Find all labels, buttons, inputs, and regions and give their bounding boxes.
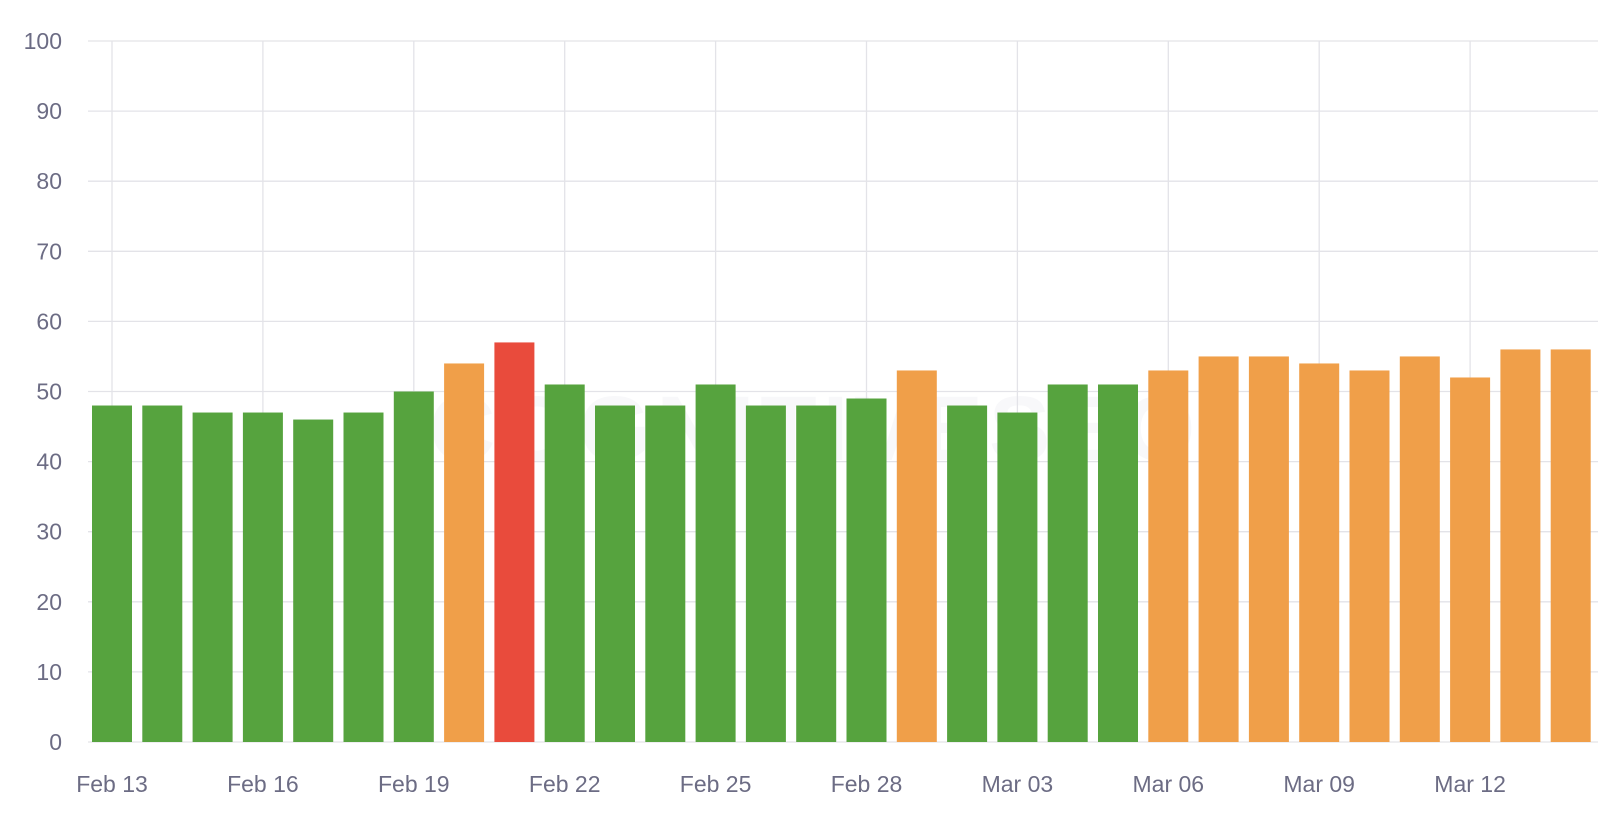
bar-feb-20[interactable] bbox=[444, 363, 485, 742]
bar-feb-15[interactable] bbox=[192, 412, 233, 742]
bar-mar-04[interactable] bbox=[1047, 384, 1088, 742]
y-tick-label: 60 bbox=[36, 308, 62, 334]
x-tick-label: Mar 06 bbox=[1133, 771, 1205, 797]
bar-mar-05[interactable] bbox=[1098, 384, 1138, 742]
x-tick-label: Feb 13 bbox=[76, 771, 148, 797]
y-tick-label: 90 bbox=[36, 98, 62, 124]
bar-feb-25[interactable] bbox=[695, 384, 736, 742]
bar-mar-12[interactable] bbox=[1450, 377, 1491, 742]
bar-feb-13[interactable] bbox=[92, 405, 132, 742]
bar-feb-24[interactable] bbox=[645, 405, 686, 742]
bar-feb-14[interactable] bbox=[142, 405, 183, 742]
bar-feb-26[interactable] bbox=[745, 405, 786, 742]
y-tick-label: 30 bbox=[36, 519, 62, 545]
bar-feb-27[interactable] bbox=[796, 405, 837, 742]
y-tick-label: 40 bbox=[36, 449, 62, 475]
y-axis: 0 10 20 30 40 50 60 70 80 90 100 bbox=[24, 28, 62, 755]
bar-mar-03[interactable] bbox=[997, 412, 1038, 742]
bar-mar-09[interactable] bbox=[1299, 363, 1340, 742]
bar-mar-14[interactable] bbox=[1550, 349, 1591, 742]
y-tick-label: 0 bbox=[49, 729, 62, 755]
bar-feb-21[interactable] bbox=[494, 342, 535, 742]
x-tick-label: Mar 03 bbox=[982, 771, 1054, 797]
bar-feb-19[interactable] bbox=[393, 391, 434, 743]
bar-feb-23[interactable] bbox=[595, 405, 635, 742]
x-tick-label: Feb 22 bbox=[529, 771, 601, 797]
bar-mar-08[interactable] bbox=[1248, 356, 1289, 742]
y-tick-label: 100 bbox=[24, 28, 62, 54]
bar-feb-18[interactable] bbox=[343, 412, 384, 742]
bar-feb-16[interactable] bbox=[242, 412, 283, 742]
bar-feb-22[interactable] bbox=[544, 384, 585, 742]
x-tick-label: Feb 16 bbox=[227, 771, 299, 797]
bar-series bbox=[92, 342, 1591, 742]
bar-mar-11[interactable] bbox=[1399, 356, 1440, 742]
x-tick-label: Feb 28 bbox=[831, 771, 903, 797]
bar-mar-01[interactable] bbox=[896, 370, 937, 742]
bar-feb-17[interactable] bbox=[293, 419, 334, 742]
y-tick-label: 80 bbox=[36, 168, 62, 194]
bar-feb-28[interactable] bbox=[846, 398, 887, 742]
y-tick-label: 50 bbox=[36, 379, 62, 405]
x-tick-label: Mar 09 bbox=[1283, 771, 1355, 797]
x-tick-label: Mar 12 bbox=[1434, 771, 1506, 797]
bar-mar-02[interactable] bbox=[947, 405, 988, 742]
x-tick-label: Feb 25 bbox=[680, 771, 752, 797]
y-tick-label: 20 bbox=[36, 589, 62, 615]
bar-mar-10[interactable] bbox=[1349, 370, 1390, 742]
x-axis: Feb 13 Feb 16 Feb 19 Feb 22 Feb 25 Feb 28 Mar … bbox=[76, 771, 1506, 797]
bar-mar-06[interactable] bbox=[1148, 370, 1189, 742]
bar-mar-07[interactable] bbox=[1198, 356, 1239, 742]
x-tick-label: Feb 19 bbox=[378, 771, 450, 797]
y-tick-label: 10 bbox=[36, 659, 62, 685]
y-tick-label: 70 bbox=[36, 238, 62, 264]
bar-mar-13[interactable] bbox=[1500, 349, 1541, 742]
